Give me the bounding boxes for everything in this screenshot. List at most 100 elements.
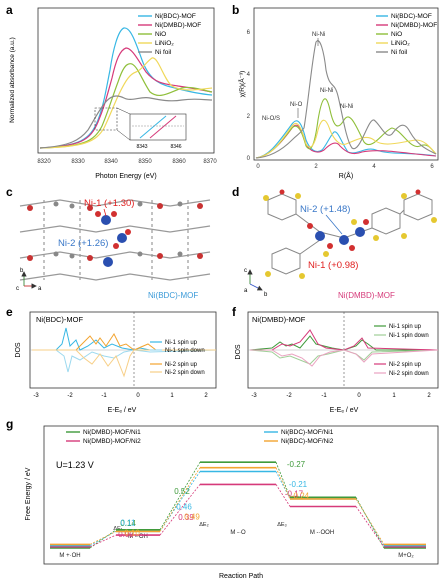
panel-e-curve-ni2-down: [32, 349, 216, 378]
panel-a-legend: Ni(BDC)-MOF Ni(DMBD)-MOF NiO LiNiO₂ Ni f…: [138, 13, 201, 56]
panel-b-curve-linio2: [255, 119, 437, 159]
legend-label: Ni(BDC)-MOF/Ni1: [281, 429, 334, 436]
panel-b-annotation: Ni-O/S: [262, 116, 280, 122]
panel-b-annotation: Ni-Ni: [340, 104, 353, 110]
panel-c-ni1-label: Ni-1 (+1.30): [84, 198, 134, 209]
legend-label: Ni-2 spin up: [389, 362, 422, 368]
panel-a-ylabel: Normalized absorbance (a.u.): [9, 37, 16, 123]
legend-label: Ni-1 spin up: [389, 324, 422, 330]
panel-c-framework: [19, 199, 211, 281]
panel-d-ni2-label: Ni-2 (+1.48): [300, 204, 350, 215]
panel-b-label: b: [232, 3, 239, 17]
panel-e-xtick: 1: [170, 393, 174, 399]
energy-value-label: 0.10: [124, 528, 140, 537]
panel-b-legend: Ni(BDC)-MOF Ni(DMBD)-MOF NiO LiNiO₂ Ni f…: [376, 13, 437, 56]
energy-connector: [89, 530, 117, 546]
panel-f-title: Ni(DMBD)-MOF: [252, 315, 306, 324]
panel-f-xtick: -2: [286, 393, 292, 399]
energy-value-label: 0.09: [118, 530, 134, 539]
panel-f-xtick: -3: [251, 393, 257, 399]
energy-value-label: -0.27: [287, 460, 306, 469]
panel-e-title: Ni(BDC)-MOF: [36, 315, 83, 324]
legend-label: NiO: [391, 31, 402, 38]
panel-c-label: c: [6, 185, 13, 199]
energy-value-label: 0.52: [174, 487, 190, 496]
panel-e-xtick: 2: [204, 393, 208, 399]
panel-f-legend: Ni-1 spin up Ni-1 spin down Ni-2 spin up…: [374, 324, 429, 377]
energy-connector: [89, 531, 117, 545]
panel-b-xtick: 0: [256, 164, 260, 170]
panel-a-inset-tick: 8343: [136, 144, 147, 150]
panel-a-label: a: [6, 3, 13, 17]
panel-g-xlabel: Reaction Path: [219, 573, 263, 580]
panel-b-curve-nio: [255, 98, 437, 159]
step-label: M +·OH: [59, 553, 80, 559]
panel-g-legend: Ni(DMBD)-MOF/Ni1 Ni(DMBD)-MOF/Ni2 Ni(BDC…: [66, 429, 334, 445]
legend-label: Ni-2 spin down: [389, 371, 429, 377]
panel-b-ytick: 0: [247, 156, 251, 162]
panel-c-axes: b c a: [16, 268, 42, 292]
panel-e-curve-ni2-up: [32, 333, 216, 351]
energy-connector: [355, 497, 385, 549]
panel-b-xtick: 2: [314, 164, 318, 170]
panel-f-curve-ni2-down: [250, 349, 439, 367]
panel-f: f Ni(DMBD)-MOF DOS E-Eₑ / eV -3 -2 -1 0 …: [232, 305, 439, 414]
energy-connector: [275, 484, 291, 507]
energy-connector: [89, 534, 117, 548]
panel-e-xlabel: E-Eₑ / eV: [108, 407, 137, 414]
panel-b-frame: [253, 7, 439, 161]
legend-label: Ni-2 spin up: [165, 362, 198, 368]
panel-a-xtick: 8350: [138, 159, 152, 165]
energy-connector: [159, 467, 201, 532]
axis-label: c: [16, 286, 19, 292]
panel-a-xtick: 8340: [104, 159, 118, 165]
panel-b-annotation: Ni-Ni: [312, 32, 325, 38]
panel-b-annotation: Ni-O: [290, 102, 303, 108]
panel-b-ytick: 2: [247, 114, 251, 120]
panel-a-spectrum-nifoil: [39, 95, 213, 149]
panel-a-spectrum-nidmbd: [39, 47, 213, 149]
panel-g-label: g: [6, 417, 13, 431]
panel-d: d Ni-2 (+1.48) Ni-1 (+0.98) Ni(DMBD)-: [232, 185, 437, 300]
legend-label: Ni(DMBD)-MOF/Ni2: [83, 438, 141, 445]
panel-d-ni2-pointer: [325, 214, 343, 235]
panel-g-condition: U=1.23 V: [56, 460, 94, 470]
panel-b: b χ(R)(Å⁻³) R(Å) 0 2 4 6 0 2 4 6 Ni-Ni N…: [232, 3, 439, 180]
panel-a-xtick: 8330: [71, 159, 85, 165]
panel-c-atoms: [27, 201, 203, 267]
step-label: M -·OOH: [310, 530, 334, 536]
panel-a-inset-tick: 8346: [170, 144, 181, 150]
legend-label: Ni(DMBD)-MOF: [155, 22, 201, 29]
energy-diagram: 0.14 0.52 -0.27 0.09 0.39 -0.17 0.11 0.46 -0.21 0…: [50, 460, 426, 549]
panel-a: a Normalized absorbance (a.u.) Photon En…: [6, 3, 217, 180]
panel-f-xtick: 1: [392, 393, 396, 399]
legend-label: Ni(BDC)-MOF: [155, 13, 196, 20]
panel-a-frame: [37, 7, 215, 154]
panel-e-xtick: 0: [136, 393, 140, 399]
panel-g-ylabel: Free Energy / eV: [25, 467, 32, 520]
panel-a-inset: [129, 113, 187, 141]
legend-label: Ni foil: [391, 49, 408, 56]
panel-e-curve-ni1-up: [32, 327, 216, 351]
legend-label: Ni(DMBD)-MOF: [391, 22, 437, 29]
panel-d-name: Ni(DMBD)-MOF: [338, 291, 395, 300]
panel-f-label: f: [232, 305, 237, 319]
legend-label: Ni-2 spin down: [165, 370, 205, 376]
panel-b-ytick: 6: [247, 30, 251, 36]
panel-b-xtick: 4: [372, 164, 376, 170]
legend-label: LiNiO₂: [155, 40, 174, 47]
axis-label: a: [244, 288, 248, 294]
legend-label: Ni(DMBD)-MOF/Ni1: [83, 429, 141, 436]
axis-label: b: [20, 268, 24, 274]
legend-label: Ni-1 spin down: [165, 348, 205, 354]
panel-a-inset-line-nibdc: [139, 115, 167, 139]
panel-b-xlabel: R(Å): [339, 171, 353, 180]
energy-value-label: 0.49: [184, 513, 200, 522]
panel-a-xtick: 8360: [172, 159, 186, 165]
legend-label: Ni(BDC)-MOF: [391, 13, 432, 20]
panel-b-annotation: Ni-Ni: [320, 88, 333, 94]
axis-label: c: [244, 268, 247, 274]
panel-b-xtick: 6: [430, 164, 434, 170]
legend-label: Ni(BDC)-MOF/Ni2: [281, 438, 334, 445]
